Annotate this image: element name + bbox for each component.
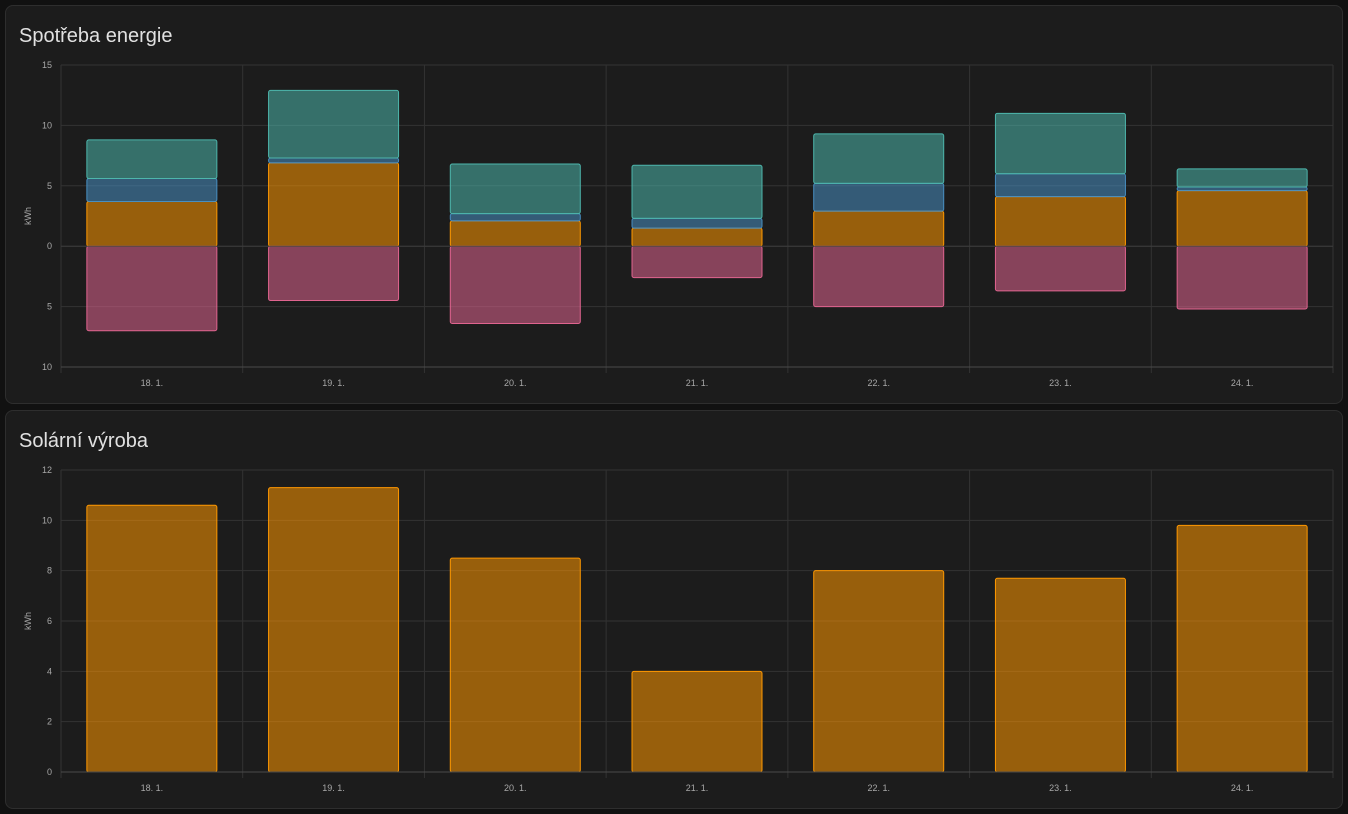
y-tick-label: 10	[42, 515, 52, 525]
y-tick-label: 15	[42, 60, 52, 70]
y-tick-label: 6	[47, 616, 52, 626]
bar-segment[interactable]	[631, 217, 763, 229]
bar-segment[interactable]	[813, 245, 945, 308]
bar-segment[interactable]	[268, 89, 400, 159]
y-tick-label: 5	[47, 302, 52, 312]
bar-segment[interactable]	[449, 245, 581, 325]
x-tick-label: 22. 1.	[867, 783, 890, 793]
bar-segment[interactable]	[86, 178, 218, 203]
bar-segment[interactable]	[994, 577, 1126, 773]
bar-segment[interactable]	[449, 213, 581, 222]
x-tick-label: 23. 1.	[1049, 378, 1072, 388]
y-tick-label: 8	[47, 566, 52, 576]
y-axis-label: kWh	[23, 207, 33, 225]
bar-segment[interactable]	[1176, 168, 1308, 188]
bar-segment[interactable]	[268, 487, 400, 773]
bar-segment[interactable]	[813, 182, 945, 212]
energy-consumption-chart: 15 10 5 0 5 10 18. 1. 19. 1. 20. 1. 21. 1. 22. 1. 2…	[23, 60, 1334, 388]
y-tick-label: 12	[42, 465, 52, 475]
bar-segment[interactable]	[86, 201, 218, 247]
y-tick-label: 10	[42, 362, 52, 372]
bar-segment[interactable]	[1176, 190, 1308, 247]
bar-segment[interactable]	[813, 210, 945, 247]
bar-segment[interactable]	[994, 112, 1126, 175]
bar-segment[interactable]	[994, 245, 1126, 292]
card-title: Solární výroba	[19, 430, 148, 452]
y-tick-label: 2	[47, 717, 52, 727]
bar-segment[interactable]	[268, 162, 400, 247]
bar-segment[interactable]	[994, 196, 1126, 247]
y-tick-label: 0	[47, 241, 52, 251]
x-tick-label: 24. 1.	[1231, 378, 1254, 388]
x-tick-label: 19. 1.	[322, 378, 345, 388]
bar-segment[interactable]	[449, 163, 581, 215]
bar-segment[interactable]	[994, 173, 1126, 198]
bar-segment[interactable]	[86, 504, 218, 773]
bar-segment[interactable]	[1176, 186, 1308, 192]
energy-consumption-card: Spotřeba energie 15 10 5 0 5 10 18. 1. 19. 1. 20…	[5, 5, 1343, 404]
y-tick-label: 10	[42, 120, 52, 130]
bar-segment[interactable]	[813, 133, 945, 184]
y-tick-label: 0	[47, 767, 52, 777]
x-tick-label: 18. 1.	[141, 378, 164, 388]
x-tick-label: 21. 1.	[686, 783, 709, 793]
x-tick-label: 18. 1.	[141, 783, 164, 793]
y-axis-label: kWh	[23, 612, 33, 630]
bar-segment[interactable]	[268, 245, 400, 302]
x-tick-label: 23. 1.	[1049, 783, 1072, 793]
bar-segment[interactable]	[449, 557, 581, 773]
card-title: Spotřeba energie	[19, 25, 173, 47]
y-tick-label: 4	[47, 666, 52, 676]
bar-segment[interactable]	[1176, 524, 1308, 773]
bar-segment[interactable]	[86, 245, 218, 332]
bar-segment[interactable]	[631, 670, 763, 773]
x-tick-label: 24. 1.	[1231, 783, 1254, 793]
bar-segment[interactable]	[631, 227, 763, 247]
bar-segment[interactable]	[268, 157, 400, 164]
bar-segment[interactable]	[813, 570, 945, 773]
bar-segment[interactable]	[631, 245, 763, 279]
x-tick-label: 19. 1.	[322, 783, 345, 793]
x-tick-label: 20. 1.	[504, 783, 527, 793]
bar-segment[interactable]	[631, 164, 763, 219]
x-tick-label: 22. 1.	[867, 378, 890, 388]
solar-production-chart: 12 10 8 6 4 2 0 18. 1. 19. 1. 20. 1. 21. 1. 22. 1. 2…	[23, 465, 1334, 793]
y-tick-label: 5	[47, 181, 52, 191]
bar-segment[interactable]	[449, 220, 581, 247]
x-tick-label: 21. 1.	[686, 378, 709, 388]
bar-segment[interactable]	[86, 139, 218, 180]
x-tick-label: 20. 1.	[504, 378, 527, 388]
solar-production-card: Solární výroba 12 10 8 6 4 2 0 18. 1. 19. 1. 20. …	[5, 410, 1343, 809]
bar-segment[interactable]	[1176, 245, 1308, 310]
